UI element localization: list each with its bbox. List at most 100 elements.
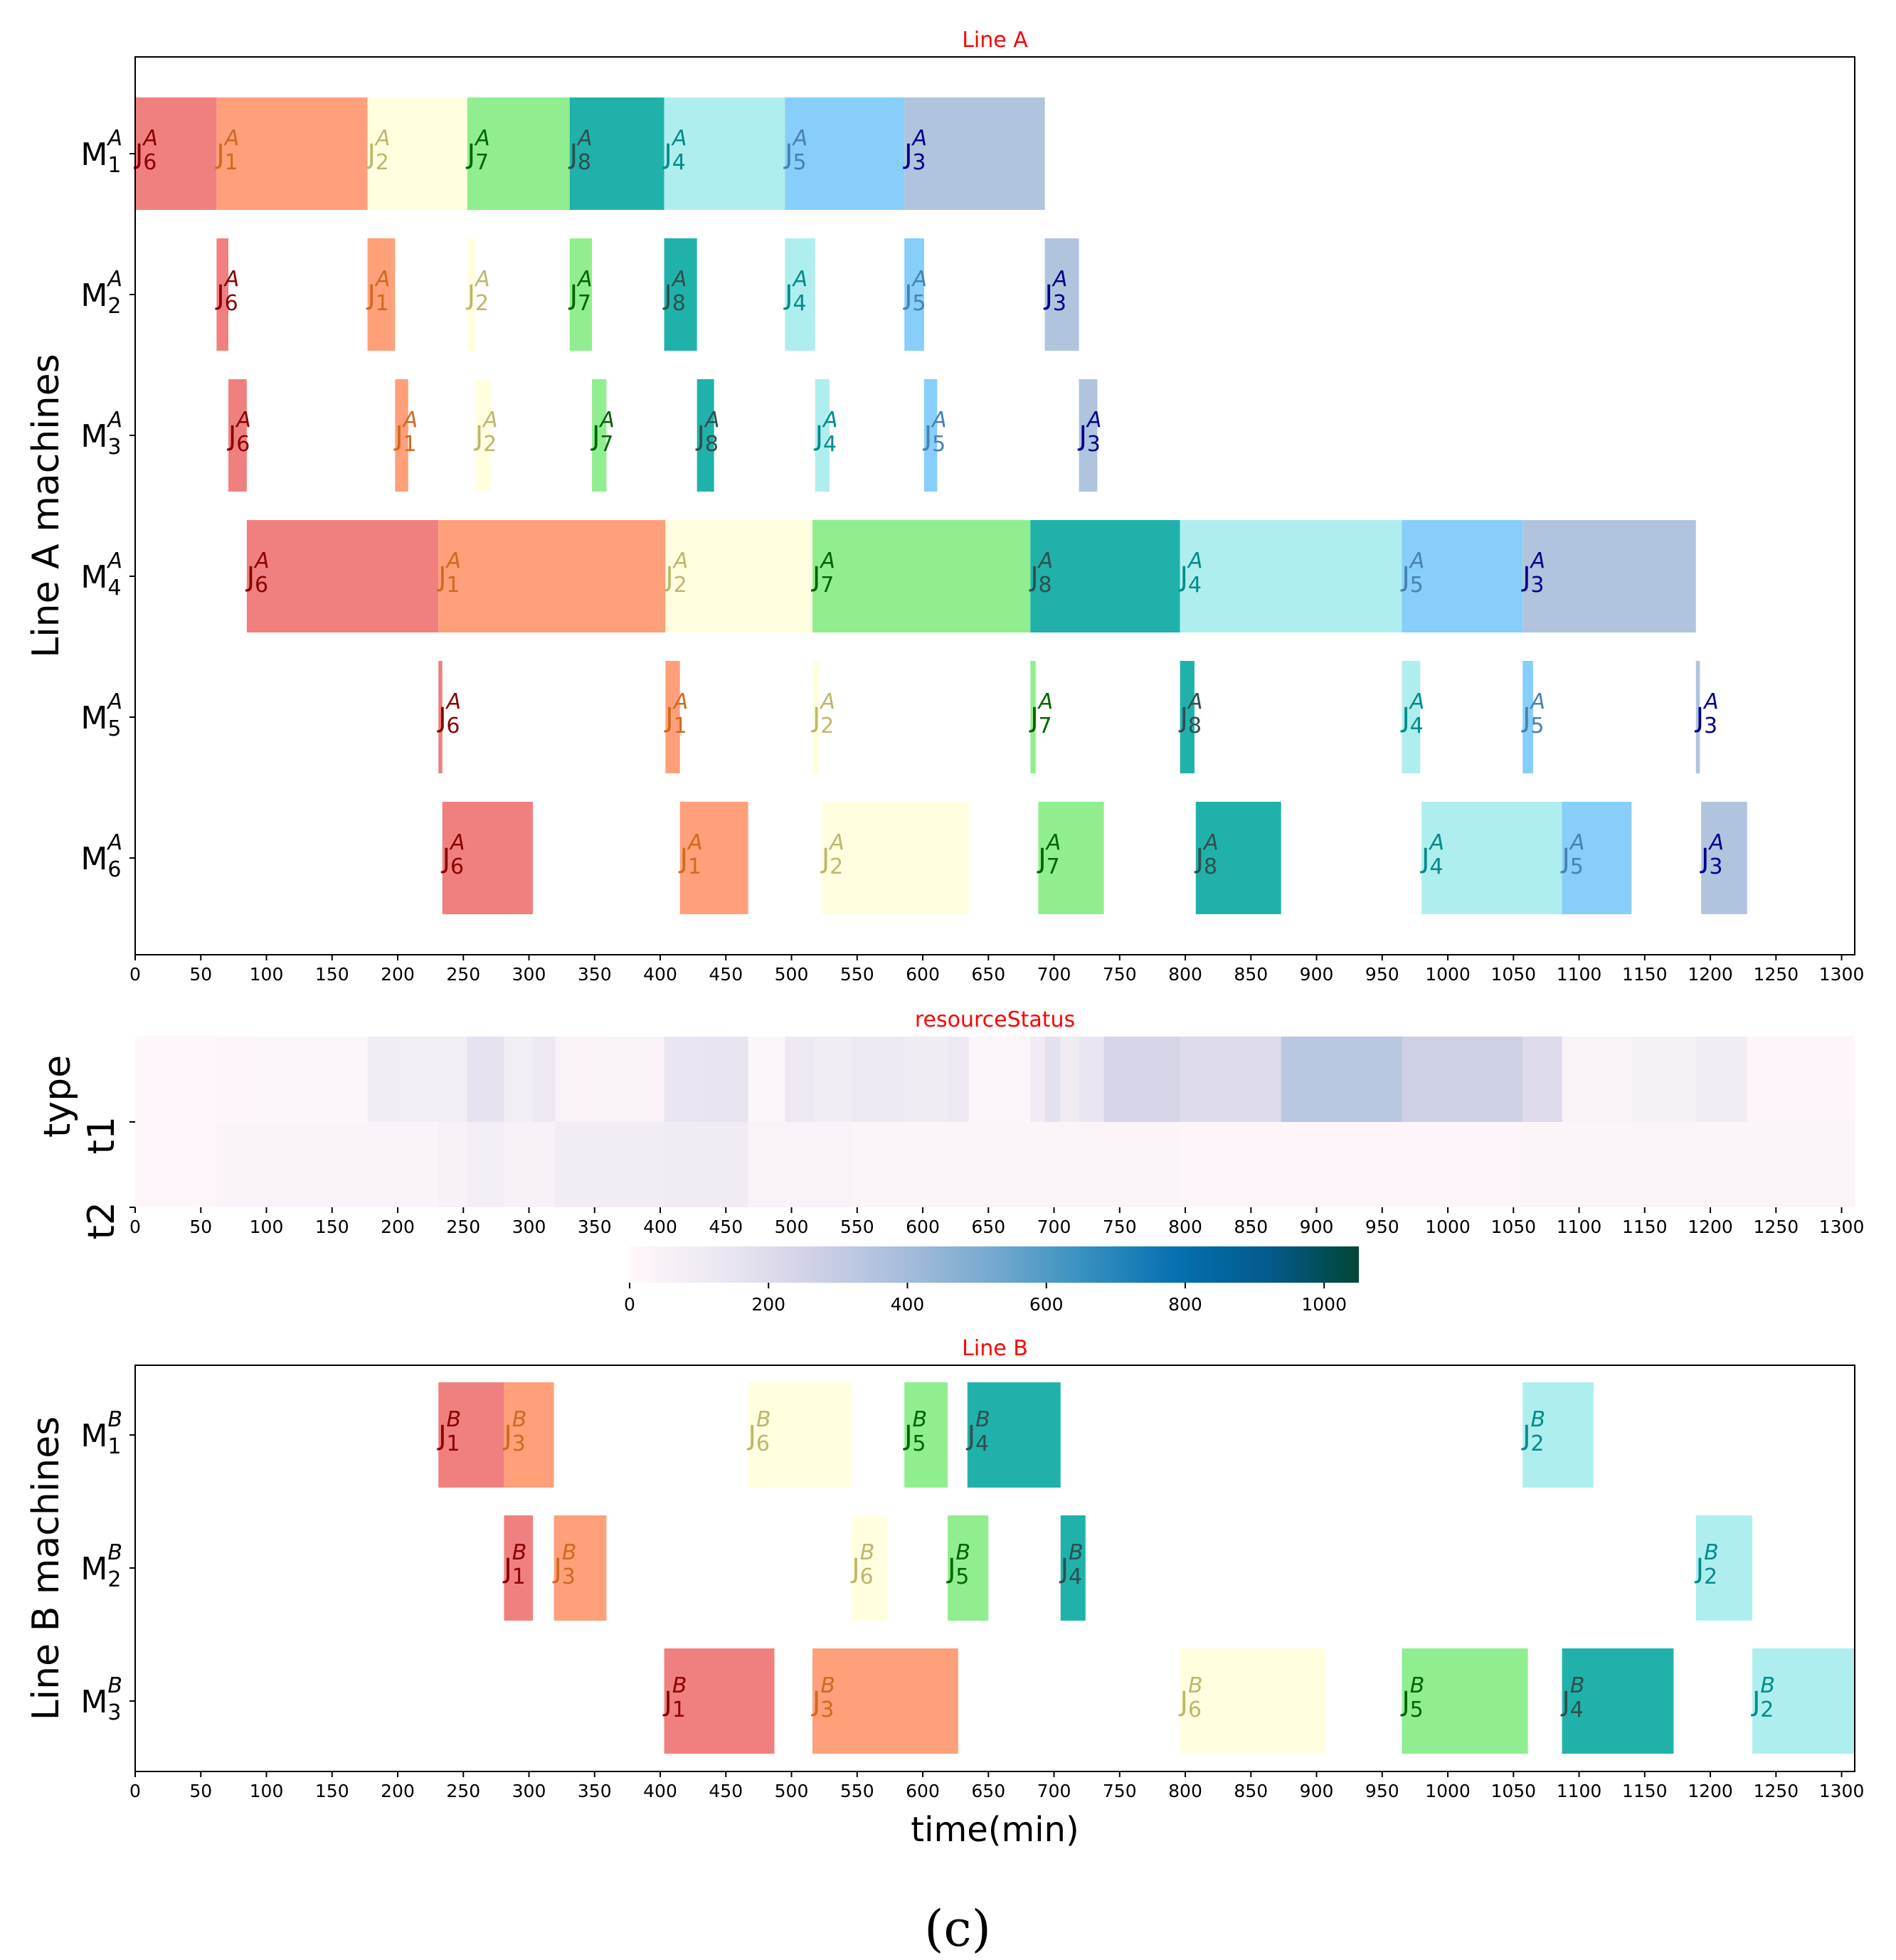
job-number: 2 [376, 150, 389, 175]
job-line: A [1052, 267, 1068, 292]
x-tick-label: 750 [1103, 1217, 1137, 1237]
job-letter: J [1078, 420, 1087, 452]
task-bar [1402, 1648, 1528, 1754]
task-bar [852, 1515, 888, 1621]
line-a-gantt-chart: Line AJ6AJ1AJ2AJ7AJ8AJ4AJ5AJ3AJ6AJ1AJ2AJ… [25, 28, 1864, 985]
job-line: A [828, 830, 844, 855]
task-label: J1A [437, 549, 461, 598]
task-label: J5A [783, 126, 807, 175]
x-tick-label: 150 [315, 1781, 349, 1801]
task-label: J2B [1521, 1407, 1545, 1456]
task-bar [1060, 1515, 1086, 1621]
job-number: 8 [705, 432, 719, 457]
job-line: A [223, 267, 240, 292]
job-number: 2 [820, 714, 834, 738]
x-tick-label: 950 [1365, 964, 1399, 985]
x-tick-label: 250 [446, 1781, 480, 1801]
job-line: B [820, 1673, 835, 1698]
task-bar [785, 97, 905, 210]
heatmap-cell [438, 1122, 468, 1207]
x-tick-label: 1050 [1490, 964, 1536, 985]
job-letter: J [663, 139, 672, 170]
task-label: J7A [1037, 830, 1061, 879]
machine-letter: M [80, 137, 107, 173]
x-tick-label: 350 [578, 1781, 612, 1801]
task-bar [467, 238, 475, 351]
job-number: 6 [446, 714, 460, 738]
task-label: J1B [437, 1407, 461, 1456]
machine-line: B [107, 1673, 122, 1698]
job-line: A [1086, 408, 1102, 433]
task-label: J2A [474, 408, 498, 457]
task-bar [1695, 1515, 1753, 1621]
task-bar [438, 520, 666, 632]
job-number: 7 [578, 291, 591, 316]
job-number: 6 [1188, 1697, 1202, 1722]
job-line: A [253, 549, 270, 573]
machine-number: 1 [107, 1434, 121, 1459]
job-line: A [822, 408, 838, 433]
heatmap-cell [697, 1037, 749, 1122]
task-bar [1030, 661, 1036, 773]
task-label: J2B [1695, 1540, 1719, 1589]
x-tick-label: 400 [643, 1217, 677, 1237]
machine-number: 4 [107, 576, 121, 600]
task-label: J3A [1521, 549, 1545, 598]
job-line: A [1428, 830, 1444, 855]
task-bar [815, 379, 830, 492]
job-letter: J [215, 139, 224, 170]
job-number: 3 [820, 1697, 834, 1722]
colorbar-tick-label: 0 [624, 1294, 635, 1315]
job-number: 3 [1053, 291, 1066, 316]
machine-line: A [106, 267, 122, 292]
heatmap-cell [904, 1037, 948, 1122]
job-letter: J [215, 280, 224, 311]
job-letter: J [474, 420, 483, 452]
machine-letter: M [80, 700, 107, 736]
x-tick-label: 0 [129, 1217, 141, 1237]
job-line: A [1569, 830, 1585, 855]
job-line: A [1530, 689, 1546, 714]
heatmap-y-axis-label: type [36, 1055, 79, 1138]
job-letter: J [568, 280, 578, 311]
x-tick-label: 750 [1103, 964, 1137, 985]
job-letter: J [1400, 1686, 1409, 1717]
x-tick-label: 850 [1234, 1217, 1268, 1237]
job-line: A [1187, 549, 1203, 573]
machine-line: A [106, 830, 122, 855]
heatmap-title: resourceStatus [915, 1007, 1075, 1032]
job-number: 5 [1410, 573, 1424, 598]
job-line: B [512, 1540, 527, 1565]
task-label: J8A [1029, 549, 1053, 598]
task-bar [246, 520, 439, 632]
job-number: 4 [823, 432, 837, 457]
job-line: A [704, 408, 720, 433]
y-axis-label: Line B machines [25, 1416, 68, 1721]
job-line: A [374, 126, 391, 151]
colorbar-tick-label: 400 [891, 1294, 925, 1315]
job-letter: J [393, 420, 403, 452]
x-tick-label: 250 [446, 1217, 480, 1237]
task-bar [904, 97, 1045, 210]
job-letter: J [811, 1686, 820, 1717]
job-line: A [1037, 689, 1054, 714]
job-number: 8 [1039, 573, 1052, 598]
task-label: J6A [441, 830, 465, 879]
task-bar [1522, 661, 1533, 773]
task-label: J7A [1029, 689, 1053, 738]
job-letter: J [590, 420, 600, 452]
task-label: J2A [811, 689, 835, 738]
task-bar [665, 661, 680, 773]
job-letter: J [1179, 702, 1188, 733]
x-tick-label: 1200 [1688, 1217, 1733, 1237]
task-bar [785, 238, 815, 351]
task-label: J3B [502, 1407, 526, 1456]
heatmap-cell [1103, 1037, 1181, 1122]
job-line: B [756, 1407, 771, 1432]
x-tick-label: 750 [1103, 1781, 1137, 1801]
job-line: A [576, 267, 593, 292]
job-letter: J [366, 139, 376, 170]
heatmap-cell [1030, 1037, 1046, 1122]
heatmap-cell [664, 1037, 698, 1122]
x-tick-label: 400 [643, 964, 677, 985]
